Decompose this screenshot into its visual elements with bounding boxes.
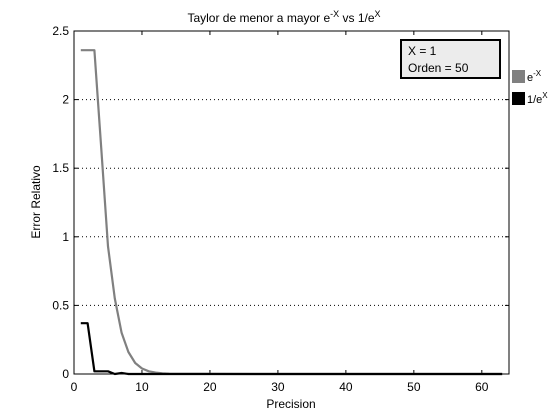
x-tick-label: 10: [135, 380, 149, 394]
x-tick-label: 60: [475, 380, 489, 394]
chart-title: Taylor de menor a mayor e-X vs 1/eX: [187, 9, 380, 25]
y-axis-label: Error Relativo: [29, 165, 43, 239]
legend-swatch-series-1: [512, 70, 525, 83]
y-tick-label: 2.5: [52, 24, 69, 38]
x-tick-label: 0: [71, 380, 78, 394]
x-tick-label: 30: [271, 380, 285, 394]
y-tick-label: 1.5: [52, 161, 69, 175]
legend-entry-series-2: 1/eX: [512, 91, 548, 106]
grid-lines: [74, 99, 509, 306]
legend-label-series-1: e-X: [527, 69, 542, 84]
y-tick-label: 0.5: [52, 298, 69, 312]
annotation-box: X = 1 Orden = 50: [400, 39, 501, 79]
x-tick-label: 40: [339, 380, 353, 394]
legend: e-X 1/eX: [512, 69, 548, 106]
legend-swatch-series-2: [512, 92, 525, 105]
legend-label-series-2: 1/eX: [527, 91, 548, 106]
legend-entry-series-1: e-X: [512, 69, 542, 84]
x-axis-label: Precision: [266, 397, 315, 411]
annotation-line-x: X = 1: [408, 44, 437, 58]
y-tick-label: 0: [62, 367, 69, 381]
x-tick-label: 20: [203, 380, 217, 394]
axis-ticks: 0 0.5 1 1.5 2 2.5 0 10 20 30 40 50 60: [52, 24, 509, 394]
series-lines: [80, 49, 503, 376]
y-tick-label: 2: [62, 93, 69, 107]
series-line-2: [80, 322, 503, 376]
plot-area: [73, 30, 510, 375]
y-tick-label: 1: [62, 230, 69, 244]
annotation-line-orden: Orden = 50: [408, 61, 469, 75]
x-tick-label: 50: [407, 380, 421, 394]
